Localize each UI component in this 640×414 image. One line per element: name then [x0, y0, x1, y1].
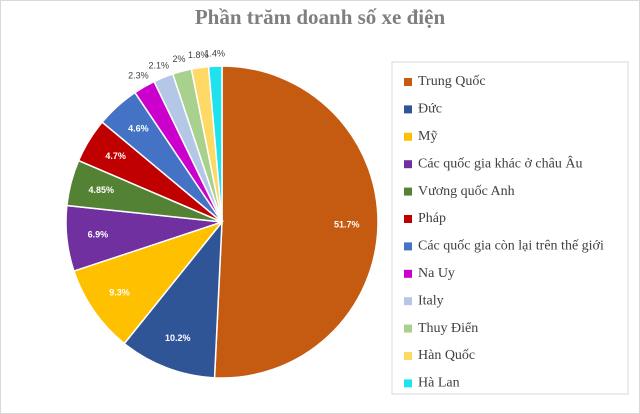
data-label: 2% — [172, 54, 185, 64]
legend-label: Đức — [418, 102, 442, 117]
legend-swatch — [404, 215, 412, 223]
legend-label: Các quốc gia còn lại trên thế giới — [418, 239, 604, 254]
data-label: 6.9% — [88, 230, 109, 240]
data-label: 9.3% — [109, 288, 130, 298]
legend-label: Mỹ — [418, 129, 437, 144]
legend-swatch — [404, 242, 412, 251]
legend-swatch — [404, 78, 412, 86]
legend-swatch — [404, 269, 412, 278]
legend-label: Các quốc gia khác ở châu Âu — [418, 154, 582, 171]
legend-swatch — [404, 297, 412, 306]
legend-swatch — [404, 324, 412, 333]
data-label: 4.7% — [105, 151, 126, 161]
legend-swatch — [404, 160, 412, 169]
legend-label: Vương quốc Anh — [418, 184, 515, 199]
legend-label: Italy — [418, 293, 444, 308]
data-label: 10.2% — [165, 333, 191, 343]
legend-label: Hàn Quốc — [418, 348, 475, 363]
legend-swatch — [404, 379, 412, 388]
data-label: 2.3% — [128, 71, 149, 81]
chart-title: Phần trăm doanh số xe điện — [195, 5, 446, 29]
legend-label: Trung Quốc — [418, 74, 486, 89]
pie-slice — [213, 65, 379, 379]
data-label: 4.85% — [88, 185, 114, 195]
legend-label: Hà Lan — [418, 376, 460, 391]
legend-swatch — [404, 352, 412, 360]
data-label: 4.6% — [128, 124, 149, 134]
data-label: 51.7% — [334, 219, 360, 229]
pie-slice — [72, 220, 225, 345]
legend-swatch — [404, 105, 412, 114]
legend-label: Pháp — [418, 211, 446, 226]
legend-label: Thuy Điển — [418, 321, 478, 336]
data-label: 2.1% — [149, 61, 170, 71]
pie-slice — [207, 65, 223, 223]
data-label: 1.8% — [188, 50, 209, 60]
legend-swatch — [404, 187, 412, 196]
pie-slice — [123, 219, 223, 379]
legend-swatch — [404, 132, 412, 141]
legend-label: Na Uy — [418, 266, 455, 281]
legend-box — [391, 61, 629, 395]
data-label: 1.4% — [204, 49, 225, 59]
